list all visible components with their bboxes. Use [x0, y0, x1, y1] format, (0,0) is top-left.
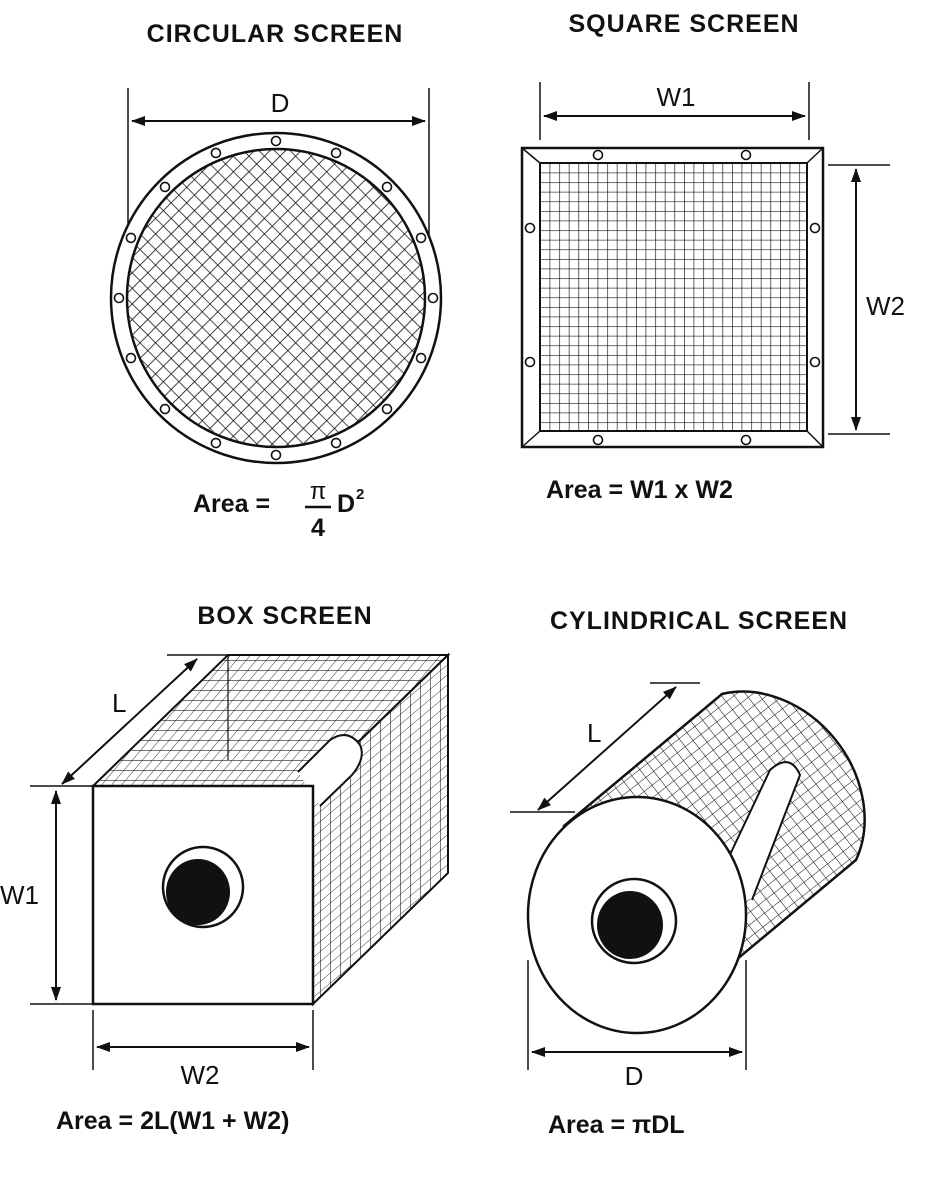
square-dimension-w2: W2 — [828, 164, 905, 435]
bolt-hole — [125, 232, 137, 244]
bolt-hole — [330, 437, 342, 449]
circular-mesh — [125, 147, 427, 449]
bolt-hole — [381, 181, 393, 193]
cylindrical-dimension-l: L — [510, 682, 700, 813]
box-dimension-l: L — [30, 654, 228, 787]
bolt-hole — [330, 147, 342, 159]
square-screen-panel: SQUARE SCREEN W1 W2 Area = W1 x W2 — [520, 10, 905, 504]
square-screen-shape — [520, 146, 825, 449]
inner-tube — [717, 761, 802, 901]
bolt-hole — [415, 352, 427, 364]
bolt-holes — [113, 135, 439, 461]
length-label: L — [587, 718, 601, 748]
formula-denominator: 4 — [311, 514, 325, 542]
bolt-hole — [159, 181, 171, 193]
diameter-label: D — [625, 1061, 644, 1091]
square-mesh — [539, 162, 808, 432]
bolt-hole — [524, 356, 536, 368]
bolt-hole — [592, 434, 604, 446]
box-dimension-w2: W2 — [92, 1010, 314, 1090]
bolt-hole — [427, 292, 439, 304]
circular-screen-title: CIRCULAR SCREEN — [147, 20, 404, 48]
square-dimension-w1: W1 — [539, 82, 810, 140]
frame-corner-miters — [521, 147, 824, 448]
bolt-holes — [524, 149, 821, 446]
square-formula: Area = W1 x W2 — [546, 476, 733, 504]
height-label: W2 — [866, 291, 905, 321]
cylindrical-screen-title: CYLINDRICAL SCREEN — [550, 607, 848, 635]
formula-exponent: 2 — [356, 486, 364, 503]
bolt-hole — [809, 356, 821, 368]
box-dimension-w1: W1 — [0, 790, 95, 1005]
circular-screen-panel: CIRCULAR SCREEN D Area = π 4 D 2 — [109, 20, 443, 542]
width-label: W1 — [657, 82, 696, 112]
formula-prefix: Area = — [193, 490, 270, 518]
circular-screen-shape — [109, 131, 443, 465]
bolt-hole — [210, 147, 222, 159]
bolt-hole — [113, 292, 125, 304]
outlet-pipe — [166, 859, 230, 925]
box-screen-panel: BOX SCREEN L W1 W2 Area = — [0, 602, 451, 1135]
cylindrical-dimension-d: D — [527, 960, 747, 1091]
bolt-hole — [592, 149, 604, 161]
length-arrow — [537, 686, 677, 811]
bolt-hole — [524, 222, 536, 234]
bolt-hole — [125, 352, 137, 364]
bolt-hole — [210, 437, 222, 449]
box-screen-title: BOX SCREEN — [197, 602, 372, 630]
bolt-hole — [740, 149, 752, 161]
box-screen-shape — [90, 652, 451, 1007]
length-label: L — [112, 688, 126, 718]
outlet-pipe — [597, 891, 663, 959]
height-label: W1 — [0, 880, 39, 910]
bolt-hole — [415, 232, 427, 244]
bolt-hole — [270, 135, 282, 147]
formula-pi: π — [310, 478, 327, 505]
length-arrow — [61, 658, 198, 785]
box-formula: Area = 2L(W1 + W2) — [56, 1107, 289, 1135]
diameter-label: D — [271, 88, 290, 118]
circular-formula: Area = π 4 D 2 — [193, 478, 364, 542]
bolt-hole — [159, 403, 171, 415]
bolt-hole — [270, 449, 282, 461]
bolt-hole — [809, 222, 821, 234]
cylindrical-screen-shape — [526, 690, 866, 1035]
bolt-hole — [740, 434, 752, 446]
width-label: W2 — [181, 1060, 220, 1090]
cylindrical-screen-panel: CYLINDRICAL SCREEN L D Area = πDL — [510, 607, 866, 1139]
cylindrical-formula: Area = πDL — [548, 1111, 685, 1139]
bolt-hole — [381, 403, 393, 415]
square-screen-title: SQUARE SCREEN — [568, 10, 799, 38]
formula-variable-d: D — [337, 490, 355, 518]
